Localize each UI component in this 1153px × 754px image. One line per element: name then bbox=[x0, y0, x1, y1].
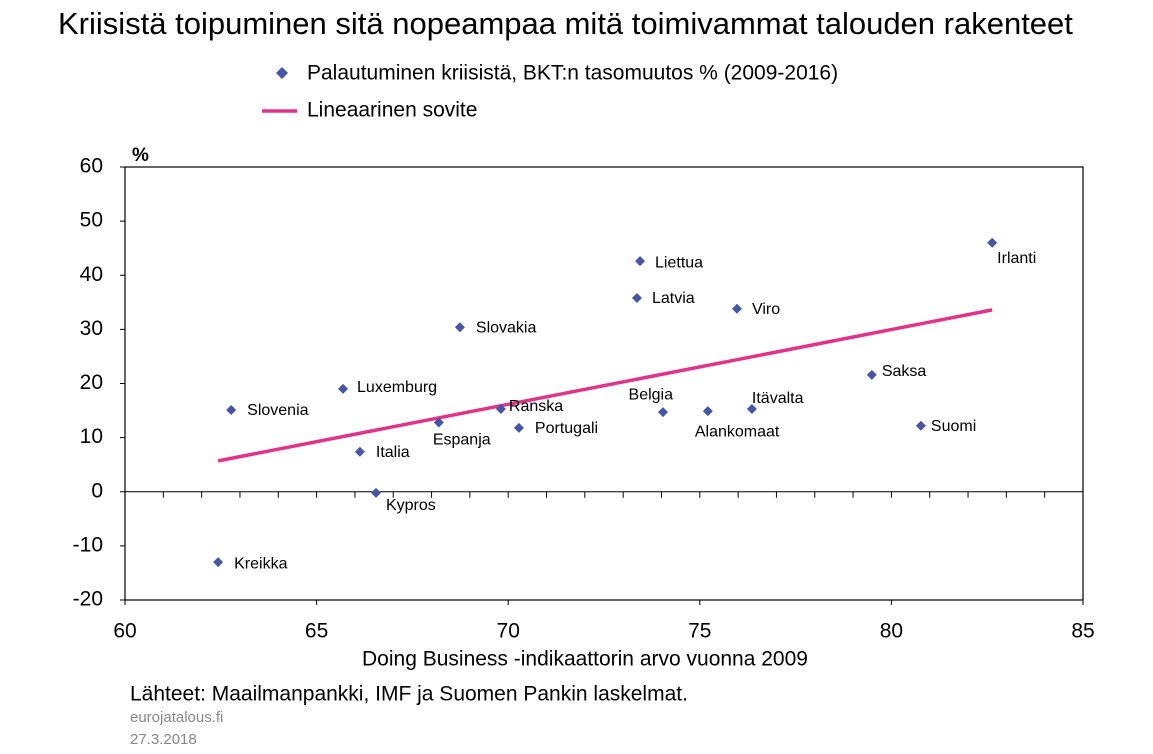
data-point bbox=[213, 557, 224, 568]
data-point bbox=[370, 487, 381, 498]
data-point bbox=[454, 322, 465, 333]
legend-marker bbox=[276, 67, 288, 79]
y-tick-label: 50 bbox=[80, 209, 103, 232]
point-label: Slovakia bbox=[476, 319, 537, 336]
x-tick-label: 60 bbox=[113, 620, 136, 643]
data-point bbox=[866, 369, 877, 380]
data-point bbox=[338, 383, 349, 394]
fit-line bbox=[217, 308, 993, 463]
y-tick-label: 20 bbox=[80, 371, 103, 394]
y-unit: % bbox=[132, 145, 149, 166]
y-tick-label: 30 bbox=[80, 317, 103, 340]
point-label: Espanja bbox=[433, 432, 491, 449]
y-tick-label: -20 bbox=[73, 588, 103, 611]
point-label: Kypros bbox=[386, 497, 436, 514]
x-tick-label: 80 bbox=[880, 620, 903, 643]
point-label: Ranska bbox=[509, 398, 563, 415]
x-tick-label: 70 bbox=[497, 620, 520, 643]
data-point bbox=[731, 303, 742, 314]
date: 27.3.2018 bbox=[130, 731, 197, 748]
y-tick-label: 10 bbox=[80, 425, 103, 448]
point-label: Viro bbox=[752, 301, 780, 318]
point-label: Itävalta bbox=[752, 390, 804, 407]
point-label: Liettua bbox=[655, 254, 703, 271]
plot-frame bbox=[124, 166, 1084, 601]
point-label: Belgia bbox=[629, 386, 674, 403]
data-point bbox=[635, 256, 646, 267]
x-tick-label: 85 bbox=[1071, 620, 1094, 643]
data-point bbox=[631, 292, 642, 303]
y-tick-label: 0 bbox=[91, 479, 103, 502]
point-label: Alankomaat bbox=[695, 423, 780, 440]
data-point bbox=[746, 403, 757, 414]
point-label: Portugali bbox=[535, 420, 598, 437]
data-point bbox=[702, 406, 713, 417]
data-point bbox=[433, 417, 444, 428]
x-tick-label: 65 bbox=[305, 620, 328, 643]
legend-label: Lineaarinen sovite bbox=[307, 99, 477, 122]
x-axis-label: Doing Business -indikaattorin arvo vuonn… bbox=[362, 648, 808, 671]
legend-label: Palautuminen kriisistä, BKT:n tasomuutos… bbox=[307, 62, 838, 85]
data-point bbox=[495, 403, 506, 414]
site: eurojatalous.fi bbox=[130, 709, 223, 726]
point-label: Suomi bbox=[931, 418, 976, 435]
y-tick-label: 40 bbox=[80, 263, 103, 286]
point-label: Irlanti bbox=[997, 250, 1036, 267]
point-label: Kreikka bbox=[234, 555, 287, 572]
y-tick-label: 60 bbox=[80, 155, 103, 178]
point-label: Slovenia bbox=[247, 402, 308, 419]
x-tick-label: 75 bbox=[688, 620, 711, 643]
source: Lähteet: Maailmanpankki, IMF ja Suomen P… bbox=[130, 683, 688, 706]
data-point bbox=[226, 405, 237, 416]
data-point bbox=[658, 407, 669, 418]
point-label: Saksa bbox=[882, 363, 927, 380]
data-point bbox=[513, 422, 524, 433]
chart-title: Kriisistä toipuminen sitä nopeampaa mitä… bbox=[58, 6, 1073, 41]
point-label: Italia bbox=[376, 444, 410, 461]
point-label: Luxemburg bbox=[357, 379, 437, 396]
point-label: Latvia bbox=[652, 290, 695, 307]
data-point bbox=[987, 237, 998, 248]
data-point bbox=[915, 420, 926, 431]
data-point bbox=[354, 446, 365, 457]
y-tick-label: -10 bbox=[73, 533, 103, 556]
